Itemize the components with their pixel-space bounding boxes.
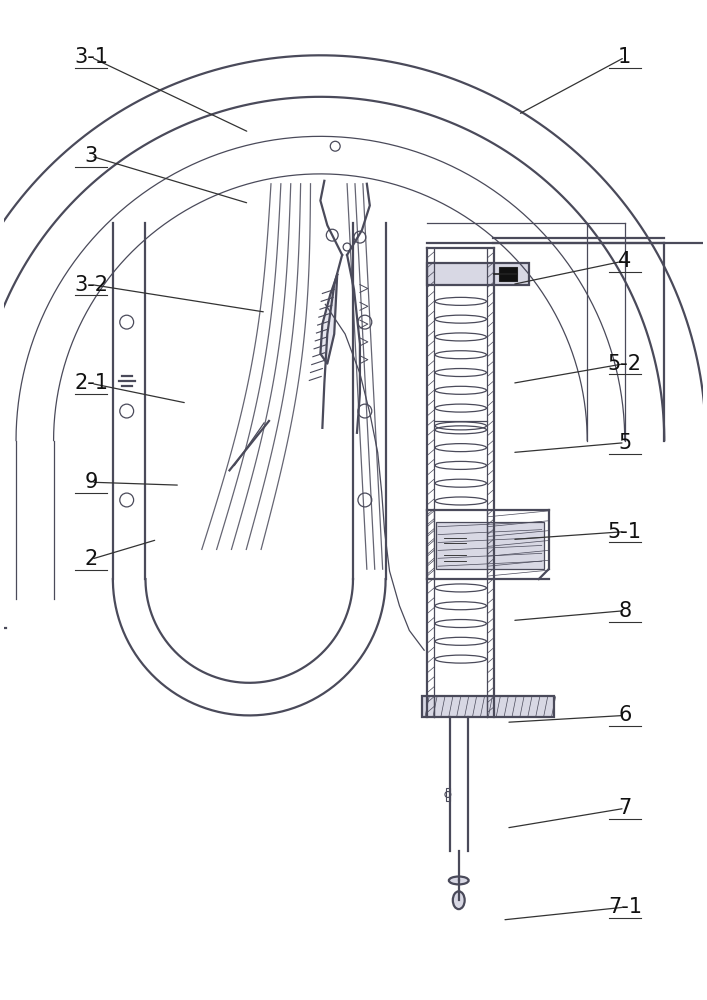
Text: 2: 2 — [85, 549, 98, 569]
Text: 5-1: 5-1 — [608, 522, 642, 542]
Bar — [436, 522, 544, 569]
Text: 1: 1 — [618, 47, 631, 67]
Bar — [499, 267, 517, 281]
Text: 7: 7 — [618, 798, 631, 818]
Text: 5: 5 — [618, 433, 631, 453]
Ellipse shape — [452, 891, 464, 909]
Text: 7-1: 7-1 — [608, 897, 642, 917]
Text: 6: 6 — [618, 705, 631, 725]
FancyBboxPatch shape — [446, 788, 450, 801]
Text: 9: 9 — [84, 472, 98, 492]
Bar — [422, 696, 554, 717]
Text: 5-2: 5-2 — [608, 354, 642, 374]
FancyBboxPatch shape — [427, 263, 529, 285]
Polygon shape — [320, 275, 337, 364]
Ellipse shape — [449, 877, 469, 884]
Text: 3-2: 3-2 — [74, 275, 108, 295]
Text: 3-1: 3-1 — [74, 47, 108, 67]
Text: 2-1: 2-1 — [74, 373, 108, 393]
Text: 3: 3 — [85, 146, 98, 166]
Text: 8: 8 — [618, 601, 631, 621]
Text: 4: 4 — [618, 251, 631, 271]
